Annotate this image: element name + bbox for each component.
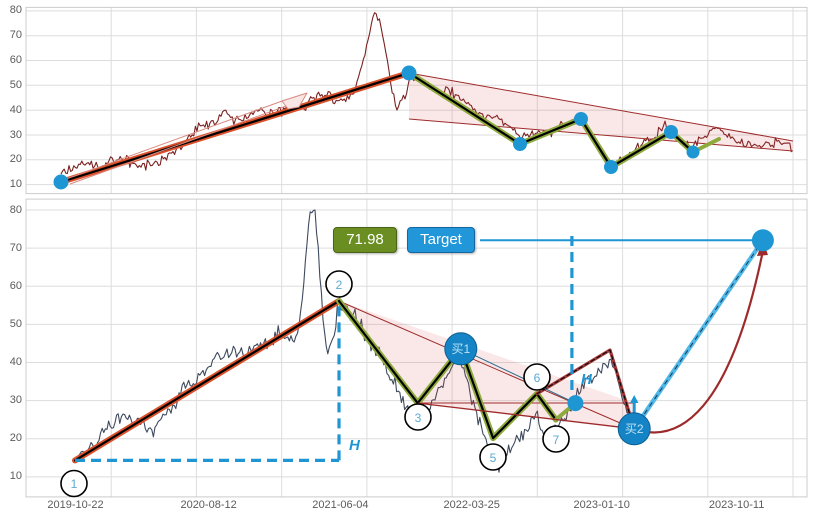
svg-text:买2: 买2 (625, 422, 644, 436)
svg-text:3: 3 (415, 411, 422, 425)
svg-text:H: H (581, 371, 593, 388)
svg-text:买1: 买1 (451, 342, 470, 356)
svg-text:6: 6 (534, 371, 541, 385)
svg-text:5: 5 (490, 451, 497, 465)
svg-text:7: 7 (553, 433, 560, 447)
svg-text:H: H (349, 437, 361, 454)
svg-text:2: 2 (336, 278, 343, 292)
svg-text:1: 1 (71, 477, 78, 491)
